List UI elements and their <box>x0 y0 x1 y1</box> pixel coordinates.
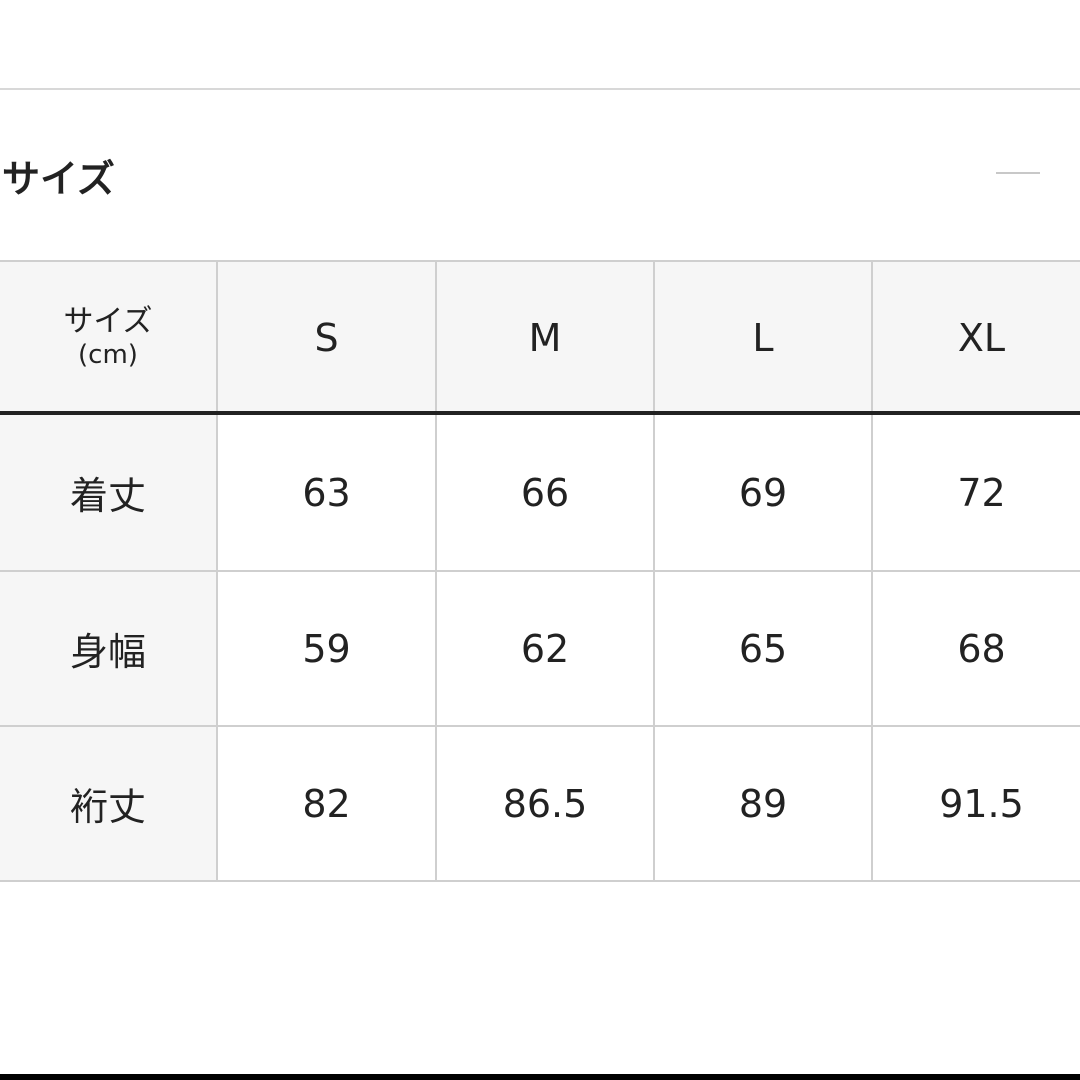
table-cell: 72 <box>871 413 1080 572</box>
table-cell: 69 <box>653 413 873 572</box>
table-cell: 65 <box>653 570 873 727</box>
table-cell: 68 <box>871 570 1080 727</box>
column-header: XL <box>871 260 1080 415</box>
column-header: S <box>216 260 437 415</box>
corner-cell: サイズ (cm) <box>0 260 218 415</box>
corner-label: サイズ <box>63 303 153 339</box>
table-cell: 91.5 <box>871 725 1080 882</box>
table-cell: 59 <box>216 570 437 727</box>
row-header: 着丈 <box>0 413 218 572</box>
row-header: 身幅 <box>0 570 218 727</box>
bottom-bar <box>0 1074 1080 1080</box>
section-title: サイズ <box>2 157 115 201</box>
table-cell: 89 <box>653 725 873 882</box>
row-header: 裄丈 <box>0 725 218 882</box>
column-header: L <box>653 260 873 415</box>
minus-icon[interactable] <box>996 172 1040 174</box>
table-cell: 66 <box>435 413 655 572</box>
column-header: M <box>435 260 655 415</box>
table-cell: 86.5 <box>435 725 655 882</box>
divider <box>0 88 1080 90</box>
table-cell: 62 <box>435 570 655 727</box>
header-divider <box>0 411 1080 415</box>
table-cell: 63 <box>216 413 437 572</box>
table-cell: 82 <box>216 725 437 882</box>
corner-unit: (cm) <box>78 339 138 370</box>
